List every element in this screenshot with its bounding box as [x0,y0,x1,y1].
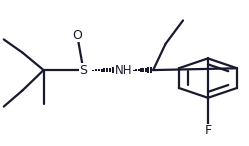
Text: F: F [204,124,211,137]
Text: NH: NH [115,64,132,77]
Text: S: S [79,64,87,77]
Text: O: O [72,28,82,42]
